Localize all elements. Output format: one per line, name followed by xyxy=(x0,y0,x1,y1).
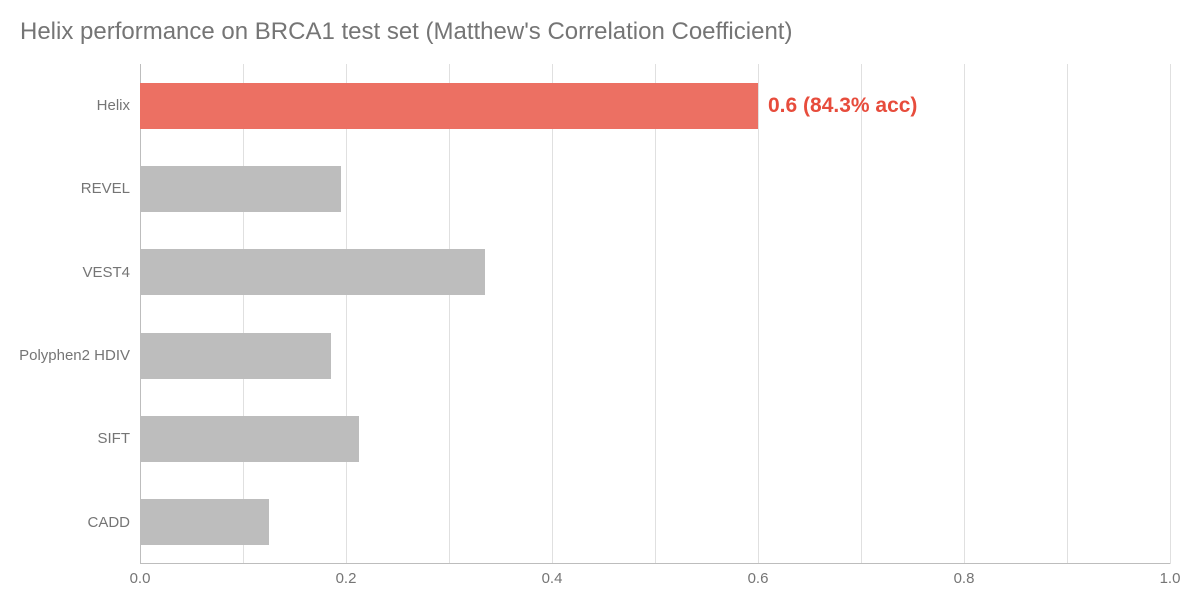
bar xyxy=(140,249,485,295)
x-tick-label: 1.0 xyxy=(1160,570,1181,587)
grid-line xyxy=(1170,64,1171,564)
bar-annotation: 0.6 (84.3% acc) xyxy=(758,94,917,118)
x-tick-label: 0.4 xyxy=(542,570,563,587)
bar-row: Helix0.6 (84.3% acc) xyxy=(140,64,1170,147)
x-axis-ticks: 0.00.20.40.60.81.0 xyxy=(140,564,1170,594)
bar-row: REVEL xyxy=(140,147,1170,230)
bars-wrapper: Helix0.6 (84.3% acc)REVELVEST4Polyphen2 … xyxy=(140,64,1170,564)
bar-row: Polyphen2 HDIV xyxy=(140,314,1170,397)
chart-container: Helix performance on BRCA1 test set (Mat… xyxy=(0,0,1189,612)
bar xyxy=(140,166,341,212)
bar xyxy=(140,416,359,462)
bar: 0.6 (84.3% acc) xyxy=(140,83,758,129)
bar-row: VEST4 xyxy=(140,231,1170,314)
bar-category-label: SIFT xyxy=(98,430,141,447)
bar-category-label: VEST4 xyxy=(82,264,140,281)
x-tick-label: 0.6 xyxy=(748,570,769,587)
x-tick-label: 0.0 xyxy=(130,570,151,587)
x-tick-label: 0.2 xyxy=(336,570,357,587)
bar xyxy=(140,333,331,379)
bar-row: CADD xyxy=(140,481,1170,564)
bar-category-label: CADD xyxy=(87,514,140,531)
bar-category-label: REVEL xyxy=(81,180,140,197)
bar-category-label: Polyphen2 HDIV xyxy=(19,347,140,364)
bar-category-label: Helix xyxy=(97,97,140,114)
bar-row: SIFT xyxy=(140,397,1170,480)
plot-area: Helix0.6 (84.3% acc)REVELVEST4Polyphen2 … xyxy=(140,64,1170,564)
bar xyxy=(140,499,269,545)
chart-title: Helix performance on BRCA1 test set (Mat… xyxy=(20,18,1169,46)
x-tick-label: 0.8 xyxy=(954,570,975,587)
